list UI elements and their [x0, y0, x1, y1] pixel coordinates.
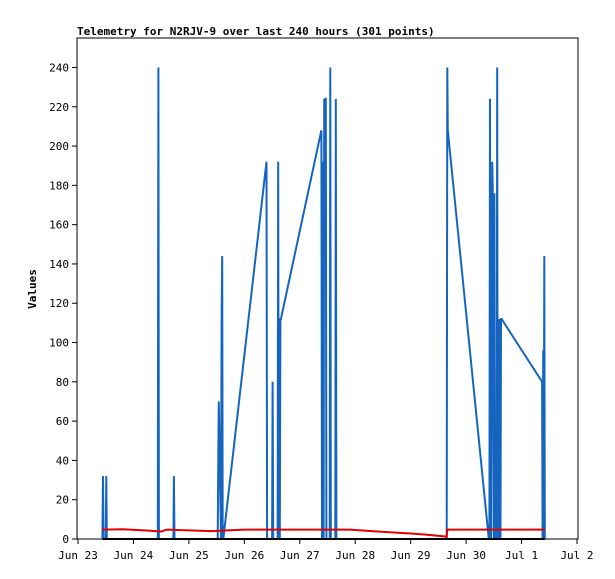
x-tick-label: Jun 25	[169, 549, 209, 562]
y-tick-label: 80	[56, 376, 69, 389]
x-tick-label: Jun 29	[391, 549, 431, 562]
y-tick-label: 120	[49, 297, 69, 310]
axis-layer: 0 20 40 60 80 100 120 140 160 180 200 220 240 Jun 23 J…	[49, 61, 593, 562]
y-tick-label: 20	[56, 494, 69, 507]
y-tick-label: 200	[49, 140, 69, 153]
chart-title: Telemetry for N2RJV-9 over last 240 hour…	[77, 25, 435, 38]
y-tick-label: 100	[49, 337, 69, 350]
y-tick-label: 180	[49, 179, 69, 192]
y-tick-label: 240	[49, 61, 69, 74]
y-tick-label: 60	[56, 415, 69, 428]
y-tick-label: 160	[49, 219, 69, 232]
x-tick-label: Jun 24	[114, 549, 154, 562]
x-tick-label: Jun 28	[335, 549, 375, 562]
x-tick-label: Jun 30	[446, 549, 486, 562]
x-tick-label: Jun 27	[280, 549, 320, 562]
y-axis-label: Values	[26, 269, 39, 309]
y-tick-label: 220	[49, 101, 69, 114]
x-tick-label: Jun 26	[224, 549, 264, 562]
plot-area	[76, 37, 579, 540]
y-tick-label: 0	[62, 533, 69, 546]
series-layer	[101, 67, 546, 540]
red-series-line	[102, 528, 545, 538]
y-tick-label: 40	[56, 454, 69, 467]
x-tick-label: Jul 2	[560, 549, 593, 562]
x-tick-label: Jul 1	[505, 549, 538, 562]
x-tick-label: Jun 23	[58, 549, 98, 562]
y-tick-label: 140	[49, 258, 69, 271]
blue-series-line	[101, 67, 546, 540]
